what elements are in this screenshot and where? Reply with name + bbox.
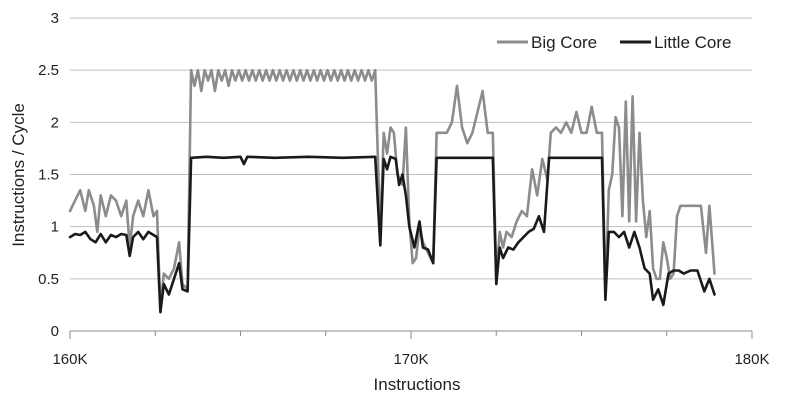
y-tick-label: 3 (51, 10, 59, 27)
x-tick-label: 160K (52, 351, 87, 368)
legend-label-big-core: Big Core (531, 33, 597, 52)
y-tick-label: 2 (51, 114, 59, 131)
legend-label-little-core: Little Core (654, 33, 731, 52)
series-line-big-core (68, 68, 716, 312)
grid (70, 17, 752, 280)
y-tick-label: 0 (51, 323, 59, 340)
x-tick-label: 180K (734, 351, 769, 368)
y-tick-label: 1 (51, 219, 59, 236)
x-axis-title: Instructions (374, 375, 461, 394)
y-tick-label: 0.5 (38, 271, 59, 288)
series-line-little-core (68, 155, 716, 314)
tick-labels: 0 0.5 1 1.5 2 2.5 3 160K 170K 180K (38, 10, 769, 368)
series (68, 68, 716, 314)
x-tick-label: 170K (393, 351, 428, 368)
legend: Big Core Little Core (497, 33, 731, 52)
y-axis-title: Instructions / Cycle (9, 103, 28, 247)
y-tick-label: 1.5 (38, 167, 59, 184)
y-tick-label: 2.5 (38, 62, 59, 79)
axes (69, 330, 753, 339)
